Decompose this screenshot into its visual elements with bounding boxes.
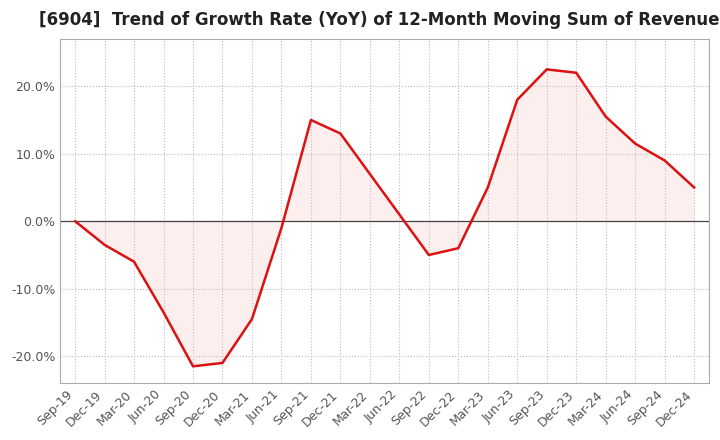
Title: [6904]  Trend of Growth Rate (YoY) of 12-Month Moving Sum of Revenues: [6904] Trend of Growth Rate (YoY) of 12-… bbox=[40, 11, 720, 29]
